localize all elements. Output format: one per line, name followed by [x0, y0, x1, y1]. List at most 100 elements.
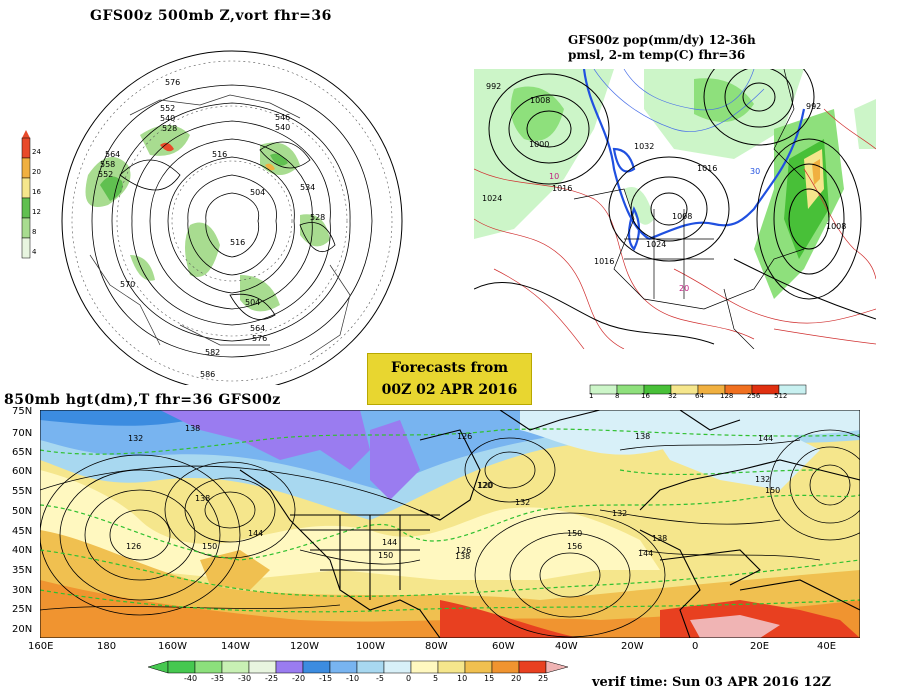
precip-contour-label: 30	[750, 167, 760, 176]
t850-contour-label: 150	[765, 486, 780, 495]
t850-contour-label: 144	[248, 529, 263, 538]
t850-contour-label: 132	[755, 475, 770, 484]
t850-contour-label: 144	[758, 434, 773, 443]
precip-colorbar-tick: 32	[668, 392, 677, 400]
precip-contour-label: 992	[806, 102, 821, 111]
t850-contour-labels: 132 138 144 138 126 120 126 150 144 138 …	[126, 424, 780, 561]
t850-contour-label: 150	[202, 542, 217, 551]
t850-contour-label: 138	[635, 432, 650, 441]
lat-label: 50N	[12, 506, 33, 517]
t850-colorbar-tick: -5	[376, 674, 384, 683]
lon-label: 140W	[221, 641, 250, 652]
t850-contour-label: 126	[126, 542, 141, 551]
lat-label: 60N	[12, 466, 33, 477]
t850-contour-label: 120	[477, 481, 492, 490]
polar-map: 576 552 540 528 516 504 564 558 552 546 …	[61, 50, 403, 385]
t850-colorbar-tick: 20	[511, 674, 522, 683]
polar-contour-label: 586	[200, 370, 215, 379]
polar-contour-label: 576	[165, 78, 180, 87]
polar-contour-labels: 576 552 540 528 516 504 564 558 552 546 …	[98, 78, 325, 379]
precip-panel-title-line1: GFS00z pop(mm/dy) 12-36h	[568, 33, 756, 47]
t850-colorbar-tick: -10	[346, 674, 360, 683]
forecast-banner-line1: Forecasts from	[390, 360, 509, 376]
polar-contour-label: 570	[120, 280, 135, 289]
polar-map-fields	[71, 60, 393, 382]
lon-label: 80W	[425, 641, 448, 652]
polar-contour-label: 582	[205, 348, 220, 357]
t850-contour-label: 126	[457, 432, 472, 441]
lat-label: 75N	[12, 406, 33, 417]
precip-contour-label: 1000	[529, 140, 549, 149]
polar-contour-label: 546	[275, 113, 290, 122]
t850-contour-label: 138	[455, 552, 470, 561]
lat-label: 20N	[12, 624, 33, 635]
precip-colorbar-tick: 8	[615, 392, 620, 400]
precip-contour-label: 992	[486, 82, 501, 91]
precip-contour-label: 1024	[482, 194, 502, 203]
precip-contour-label: 1016	[697, 164, 717, 173]
lat-label: 25N	[12, 604, 33, 615]
polar-contour-label: 504	[245, 298, 260, 307]
lon-label: 0	[692, 641, 699, 652]
polar-contour-label: 516	[230, 238, 245, 247]
precip-contour-label: 20	[679, 284, 689, 293]
t850-colorbar-tick: -25	[265, 674, 279, 683]
precip-contour-label: 1024	[646, 240, 666, 249]
lat-label: 70N	[12, 428, 33, 439]
t850-contour-label: 156	[567, 542, 582, 551]
t850-colorbar-tick: -35	[211, 674, 225, 683]
t850-contour-label: 150	[567, 529, 582, 538]
t850-contour-label: 138	[195, 494, 210, 503]
lat-label: 55N	[12, 486, 33, 497]
precip-colorbar: 1 8 16 32 64 128 256 512	[568, 381, 828, 403]
t850-colorbar-tick: 10	[457, 674, 468, 683]
lon-label: 160E	[28, 641, 54, 652]
polar-colorbar-tick: 4	[32, 248, 37, 256]
precip-map: 992 1008 1000 1016 1024 1032 1008 1016 9…	[474, 69, 876, 349]
t850-colorbar-tick: -15	[319, 674, 333, 683]
precip-contour-label: 1008	[672, 212, 692, 221]
polar-colorbar: 24 20 16 12 8 4	[18, 130, 42, 265]
t850-colorbar-tick: -20	[292, 674, 306, 683]
lat-label: 35N	[12, 565, 33, 576]
precip-contour-label: 1008	[530, 96, 550, 105]
t850-contour-label: 126	[456, 546, 471, 555]
polar-contour-label: 504	[250, 188, 265, 197]
precip-contour-label: 1016	[552, 184, 572, 193]
precip-colorbar-tick: 256	[747, 392, 761, 400]
precip-colorbar-tick: 1	[589, 392, 594, 400]
precip-contour-label: 1016	[594, 257, 614, 266]
polar-contour-label: 564	[250, 324, 265, 333]
polar-contour-label: 558	[100, 160, 115, 169]
lon-label: 180	[97, 641, 117, 652]
polar-contour-label: 528	[310, 213, 325, 222]
polar-colorbar-tick: 20	[32, 168, 41, 176]
forecast-banner-line2: 00Z 02 APR 2016	[381, 382, 518, 398]
t850-colorbar-tick: -40	[184, 674, 198, 683]
polar-contour-label: 540	[160, 114, 175, 123]
polar-contour-label: 576	[252, 334, 267, 343]
precip-contour-label: 10	[549, 172, 559, 181]
polar-contour-label: 552	[98, 170, 113, 179]
t850-contour-label: 144	[638, 549, 653, 558]
t850-contour-label: 150	[378, 551, 393, 560]
polar-colorbar-tick: 12	[32, 208, 41, 216]
precip-panel-title-line2: pmsl, 2-m temp(C) fhr=36	[568, 48, 746, 62]
verif-time: verif time: Sun 03 APR 2016 12Z	[592, 675, 831, 690]
t850-contour-label: 138	[652, 534, 667, 543]
t850-colorbar-tick: -30	[238, 674, 252, 683]
precip-colorbar-tick: 16	[641, 392, 650, 400]
t850-colorbar-tick: 25	[538, 674, 549, 683]
t850-colorbar: -40 -35 -30 -25 -20 -15 -10 -5 0 5 10 15…	[147, 659, 588, 689]
precip-contour-labels: 992 1008 1000 1016 1024 1032 1008 1016 9…	[482, 82, 846, 293]
lat-label: 45N	[12, 526, 33, 537]
lon-label: 20W	[621, 641, 644, 652]
t850-colorbar-tick: 0	[406, 674, 412, 683]
polar-contour-label: 540	[275, 123, 290, 132]
precip-colorbar-tick: 64	[695, 392, 704, 400]
polar-colorbar-tick: 8	[32, 228, 37, 236]
lat-label: 65N	[12, 447, 33, 458]
polar-contour-label: 534	[300, 183, 315, 192]
precip-colorbar-tick: 512	[774, 392, 788, 400]
polar-map-boundary	[61, 50, 403, 385]
